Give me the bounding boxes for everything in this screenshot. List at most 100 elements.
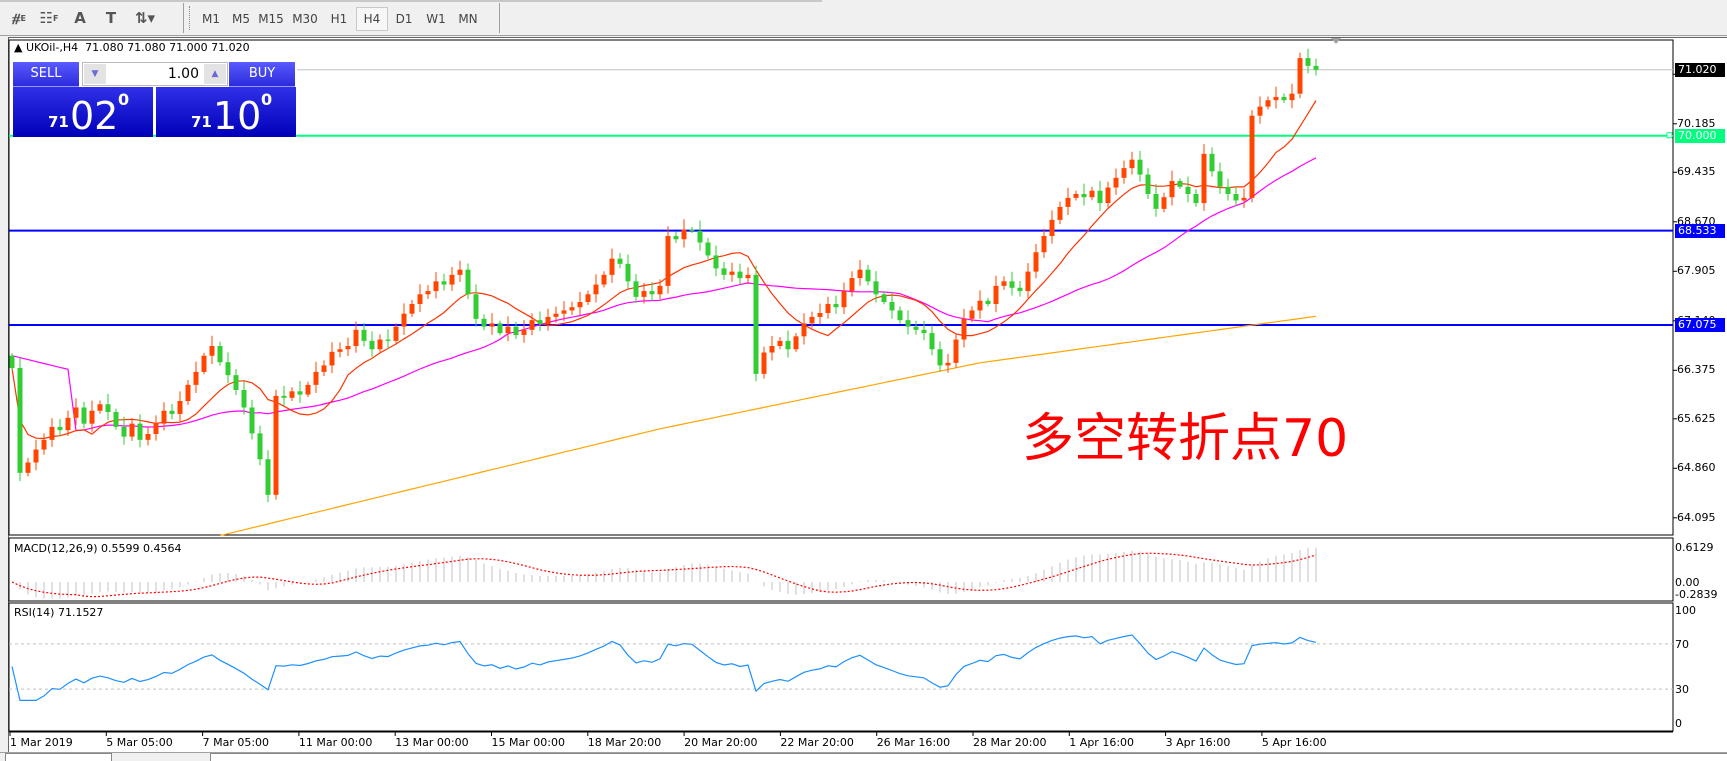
candle-body <box>977 300 983 311</box>
one-click-trading-panel: SELL ▼ 1.00 ▲ BUY 71 02 0 71 10 0 <box>11 60 296 137</box>
candle <box>993 275 999 313</box>
candle-body <box>721 268 727 275</box>
candle <box>889 291 895 319</box>
buy-button[interactable]: BUY <box>229 62 295 87</box>
candle <box>361 322 367 347</box>
price-tick-label: 66.375 <box>1677 363 1716 377</box>
candle-body <box>561 310 567 314</box>
candle-body <box>1009 281 1015 288</box>
lot-value[interactable]: 1.00 <box>167 66 199 82</box>
timeframe-h1-button[interactable]: H1 <box>330 12 348 26</box>
candle-body <box>833 303 839 308</box>
candle <box>233 368 239 395</box>
sell-button[interactable]: SELL <box>13 62 79 87</box>
candle <box>1049 210 1055 244</box>
timeframe-w1-button[interactable]: W1 <box>426 12 446 26</box>
candle <box>369 331 375 357</box>
candle <box>1241 188 1247 208</box>
candle <box>937 341 943 372</box>
candle-body <box>537 320 543 325</box>
timeframe-mn-button[interactable]: MN <box>458 12 478 26</box>
candle <box>1169 170 1175 206</box>
candle <box>609 248 615 283</box>
text-label-icon[interactable]: T <box>98 6 124 30</box>
sell-price-button[interactable]: 71 02 0 <box>13 87 153 137</box>
candle-body <box>161 410 167 424</box>
candle <box>1089 186 1095 201</box>
timeframe-m5-button[interactable]: M5 <box>232 12 250 26</box>
text-icon[interactable]: A <box>67 6 93 30</box>
sell-price-pips: 02 <box>70 94 119 138</box>
candle-body <box>825 303 831 314</box>
timeframe-m15-button[interactable]: M15 <box>258 12 284 26</box>
arrows-dropdown-icon[interactable]: ⇅▾ <box>132 6 158 30</box>
candle <box>625 254 631 289</box>
candle-body <box>9 355 15 369</box>
candle <box>865 264 871 286</box>
candle <box>481 314 487 331</box>
candle-body <box>153 423 159 435</box>
lot-decrease-icon[interactable]: ▼ <box>84 64 106 84</box>
candle <box>41 433 47 455</box>
candle <box>49 418 55 447</box>
candle-body <box>521 329 527 336</box>
fibonacci-expansion-icon[interactable]: ⧣ E <box>6 6 32 30</box>
timeframe-m30-button[interactable]: M30 <box>292 12 318 26</box>
chart-tab[interactable] <box>5 753 112 761</box>
candle-body <box>305 384 311 395</box>
candle-body <box>401 313 407 327</box>
buy-price-button[interactable]: 71 10 0 <box>156 87 296 137</box>
moving-average-mid-line <box>11 157 1317 432</box>
collapse-arrow-icon[interactable]: ▲ <box>14 41 23 54</box>
timeframe-d1-button[interactable]: D1 <box>395 12 413 26</box>
symbol-ohlc: UKOil-,H4 71.080 71.080 71.000 71.020 <box>25 41 250 54</box>
candle-body <box>137 423 143 440</box>
candle-body <box>953 339 959 363</box>
candle-body <box>681 229 687 240</box>
candle <box>401 303 407 335</box>
candle-body <box>993 285 999 304</box>
toolbar-grip[interactable] <box>189 6 192 30</box>
candle <box>601 271 607 288</box>
lot-size-input[interactable]: ▼ 1.00 ▲ <box>82 62 228 86</box>
candle-body <box>865 269 871 282</box>
time-tick-label: 18 Mar 20:00 <box>587 736 662 749</box>
candle <box>185 379 191 405</box>
candle-body <box>1017 287 1023 292</box>
candle <box>1153 184 1159 217</box>
candle-body <box>313 371 319 385</box>
rsi-tick-label: 70 <box>1675 638 1689 651</box>
candle-body <box>1137 159 1143 175</box>
candle-body <box>1241 197 1247 201</box>
candle-body <box>545 316 551 325</box>
candle-body <box>25 462 31 473</box>
candle <box>129 418 135 441</box>
timeframe-m1-button[interactable]: M1 <box>202 12 220 26</box>
candle <box>985 297 991 307</box>
chart-tab[interactable] <box>210 753 1727 761</box>
candle <box>753 265 759 382</box>
fibonacci-fan-icon[interactable]: ☷ F <box>36 6 62 30</box>
candle <box>665 226 671 294</box>
candle <box>897 306 903 324</box>
candle-body <box>49 426 55 440</box>
candle <box>289 387 295 402</box>
candle-body <box>1033 252 1039 272</box>
candle-body <box>1081 193 1087 198</box>
chart-shift-marker-icon[interactable] <box>1331 38 1341 44</box>
chart-annotation-text[interactable]: 多空转折点70 <box>1022 409 1349 469</box>
lot-increase-icon[interactable]: ▲ <box>204 64 226 84</box>
level-handle[interactable] <box>1666 132 1673 139</box>
candle <box>513 321 519 339</box>
candle <box>553 306 559 323</box>
candle <box>977 290 983 319</box>
candle-body <box>1049 219 1055 237</box>
candle-body <box>761 352 767 374</box>
timeframe-h4-button[interactable]: H4 <box>356 7 388 31</box>
candle-body <box>1281 96 1287 101</box>
tool-subscript: F <box>52 13 59 23</box>
candle <box>1121 160 1127 184</box>
candle <box>1073 190 1079 201</box>
candle <box>1025 263 1031 298</box>
